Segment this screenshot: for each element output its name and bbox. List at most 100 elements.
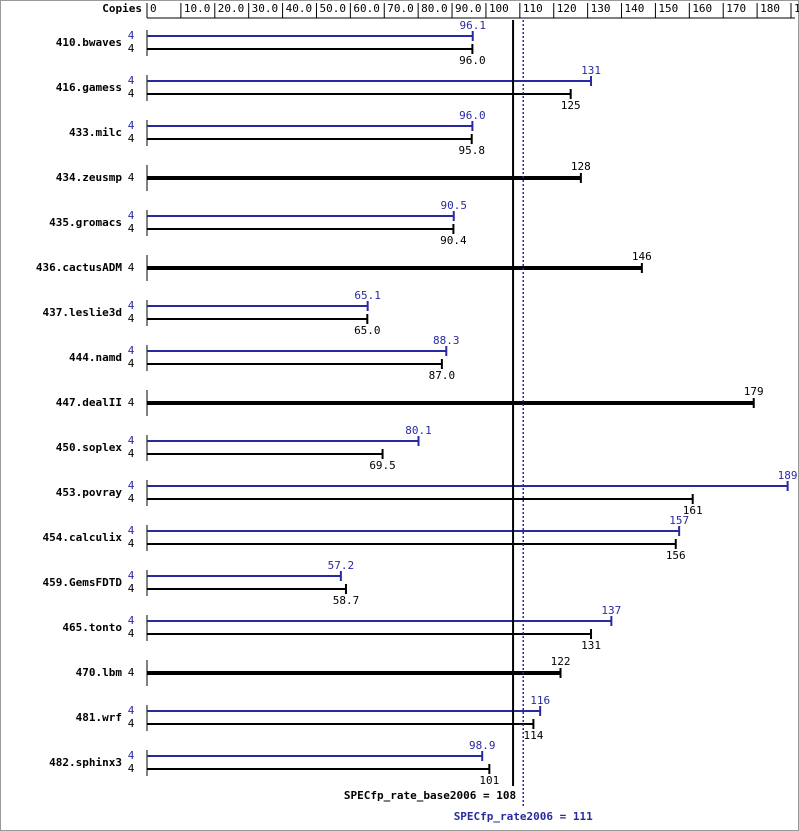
bar — [147, 633, 592, 635]
copies: 4 — [128, 42, 135, 55]
copies: 4 — [128, 87, 135, 100]
x-tick-label: 190 — [794, 2, 799, 15]
bar — [147, 710, 541, 712]
copies-header: Copies — [102, 2, 142, 15]
bar — [147, 401, 754, 405]
value-label: 57.2 — [328, 559, 355, 572]
bar — [147, 35, 473, 37]
x-tick-label: 100 — [489, 2, 509, 15]
copies: 4 — [128, 312, 135, 325]
bar — [147, 215, 454, 217]
copies: 4 — [128, 209, 135, 222]
copies: 4 — [128, 762, 135, 775]
bar — [147, 305, 368, 307]
bar — [147, 80, 592, 82]
value-label: 90.5 — [440, 199, 467, 212]
benchmark-name: 447.dealII — [56, 396, 122, 409]
bar — [147, 48, 473, 50]
bar — [147, 228, 454, 230]
x-tick-label: 110 — [523, 2, 543, 15]
benchmark-name: 416.gamess — [56, 81, 122, 94]
benchmark-name: 434.zeusmp — [56, 171, 123, 184]
benchmark-name: 433.milc — [69, 126, 122, 139]
bar — [147, 575, 341, 577]
value-label: 156 — [666, 549, 686, 562]
copies: 4 — [128, 524, 135, 537]
benchmark-name: 482.sphinx3 — [49, 756, 122, 769]
value-label: 101 — [479, 774, 499, 787]
value-label: 128 — [571, 160, 591, 173]
copies: 4 — [128, 447, 135, 460]
x-tick-label: 60.0 — [353, 2, 380, 15]
copies: 4 — [128, 614, 135, 627]
x-tick-label: 70.0 — [387, 2, 414, 15]
copies: 4 — [128, 569, 135, 582]
bar — [147, 530, 680, 532]
value-label: 96.0 — [459, 54, 486, 67]
value-label: 157 — [669, 514, 689, 527]
copies: 4 — [128, 74, 135, 87]
value-label: 87.0 — [429, 369, 456, 382]
copies: 4 — [128, 299, 135, 312]
copies: 4 — [128, 627, 135, 640]
benchmark-name: 436.cactusADM — [36, 261, 122, 274]
bar — [147, 768, 490, 770]
bar — [147, 363, 442, 365]
value-label: 137 — [601, 604, 621, 617]
bar — [147, 755, 483, 757]
bar — [147, 485, 788, 487]
value-label: 80.1 — [405, 424, 432, 437]
x-tick-label: 180 — [760, 2, 780, 15]
reference-label: SPECfp_rate_base2006 = 108 — [344, 789, 516, 802]
value-label: 98.9 — [469, 739, 496, 752]
bar — [147, 318, 368, 320]
x-tick-label: 30.0 — [252, 2, 279, 15]
value-label: 131 — [581, 639, 601, 652]
copies: 4 — [128, 222, 135, 235]
copies: 4 — [128, 704, 135, 717]
x-tick-label: 0 — [150, 2, 157, 15]
value-label: 125 — [561, 99, 581, 112]
copies: 4 — [128, 666, 135, 679]
benchmark-name: 454.calculix — [43, 531, 123, 544]
copies: 4 — [128, 171, 135, 184]
copies: 4 — [128, 261, 135, 274]
x-tick-label: 160 — [692, 2, 712, 15]
value-label: 161 — [683, 504, 703, 517]
bar — [147, 176, 581, 180]
value-label: 96.1 — [459, 19, 486, 32]
value-label: 116 — [530, 694, 550, 707]
benchmark-name: 410.bwaves — [56, 36, 122, 49]
bar — [147, 350, 447, 352]
x-tick-label: 150 — [658, 2, 678, 15]
benchmark-name: 453.povray — [56, 486, 123, 499]
value-label: 189 — [778, 469, 798, 482]
copies: 4 — [128, 29, 135, 42]
x-tick-label: 20.0 — [218, 2, 245, 15]
x-tick-label: 40.0 — [286, 2, 313, 15]
value-label: 131 — [581, 64, 601, 77]
x-tick-label: 80.0 — [421, 2, 448, 15]
bar — [147, 671, 561, 675]
reference-label: SPECfp_rate2006 = 111 — [454, 810, 593, 823]
x-tick-label: 170 — [726, 2, 746, 15]
copies: 4 — [128, 434, 135, 447]
benchmark-name: 470.lbm — [76, 666, 123, 679]
x-tick-label: 50.0 — [319, 2, 346, 15]
bar — [147, 723, 534, 725]
copies: 4 — [128, 749, 135, 762]
value-label: 69.5 — [369, 459, 396, 472]
x-tick-label: 90.0 — [455, 2, 482, 15]
bar — [147, 620, 612, 622]
benchmark-name: 459.GemsFDTD — [43, 576, 123, 589]
value-label: 114 — [523, 729, 543, 742]
bar — [147, 440, 419, 442]
copies: 4 — [128, 479, 135, 492]
benchmark-name: 437.leslie3d — [43, 306, 122, 319]
x-tick-label: 120 — [557, 2, 577, 15]
benchmark-name: 444.namd — [69, 351, 122, 364]
bar — [147, 138, 472, 140]
bar — [147, 125, 473, 127]
value-label: 96.0 — [459, 109, 486, 122]
